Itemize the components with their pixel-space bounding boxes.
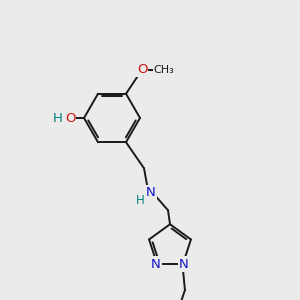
Text: O: O	[137, 63, 147, 76]
Text: CH₃: CH₃	[154, 65, 174, 75]
Text: H: H	[53, 112, 63, 124]
Text: N: N	[179, 257, 189, 271]
Text: H: H	[136, 194, 144, 207]
Text: O: O	[65, 112, 75, 124]
Text: N: N	[146, 186, 156, 199]
Text: N: N	[151, 257, 161, 271]
